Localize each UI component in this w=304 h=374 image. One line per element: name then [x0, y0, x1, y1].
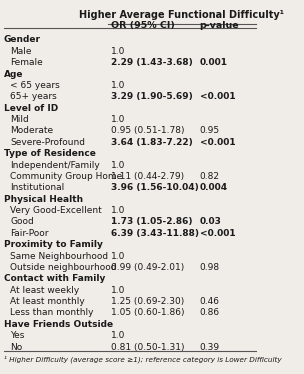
- Text: Male: Male: [10, 47, 32, 56]
- Text: <0.001: <0.001: [200, 138, 235, 147]
- Text: Institutional: Institutional: [10, 183, 65, 192]
- Text: 3.29 (1.90-5.69): 3.29 (1.90-5.69): [111, 92, 192, 101]
- Text: Independent/Family: Independent/Family: [10, 160, 100, 169]
- Text: 1.0: 1.0: [111, 252, 125, 261]
- Text: 0.46: 0.46: [200, 297, 220, 306]
- Text: 0.001: 0.001: [200, 58, 228, 67]
- Text: 1.11 (0.44-2.79): 1.11 (0.44-2.79): [111, 172, 184, 181]
- Text: Fair-Poor: Fair-Poor: [10, 229, 49, 238]
- Text: 0.82: 0.82: [200, 172, 220, 181]
- Text: At least monthly: At least monthly: [10, 297, 85, 306]
- Text: 0.81 (0.50-1.31): 0.81 (0.50-1.31): [111, 343, 184, 352]
- Text: Gender: Gender: [4, 36, 41, 45]
- Text: 0.99 (0.49-2.01): 0.99 (0.49-2.01): [111, 263, 184, 272]
- Text: 1.0: 1.0: [111, 160, 125, 169]
- Text: Moderate: Moderate: [10, 126, 54, 135]
- Text: 0.03: 0.03: [200, 217, 222, 226]
- Text: Yes: Yes: [10, 331, 25, 340]
- Text: Level of ID: Level of ID: [4, 104, 58, 113]
- Text: 0.004: 0.004: [200, 183, 228, 192]
- Text: 1.0: 1.0: [111, 47, 125, 56]
- Text: 6.39 (3.43-11.88): 6.39 (3.43-11.88): [111, 229, 199, 238]
- Text: Female: Female: [10, 58, 43, 67]
- Text: Very Good-Excellent: Very Good-Excellent: [10, 206, 102, 215]
- Text: Higher Average Functional Difficulty¹: Higher Average Functional Difficulty¹: [79, 10, 284, 20]
- Text: <0.001: <0.001: [200, 92, 235, 101]
- Text: 0.95 (0.51-1.78): 0.95 (0.51-1.78): [111, 126, 184, 135]
- Text: 1.0: 1.0: [111, 115, 125, 124]
- Text: p-value: p-value: [200, 21, 239, 30]
- Text: 0.39: 0.39: [200, 343, 220, 352]
- Text: Less than monthly: Less than monthly: [10, 309, 94, 318]
- Text: 1.0: 1.0: [111, 206, 125, 215]
- Text: 0.98: 0.98: [200, 263, 220, 272]
- Text: 2.29 (1.43-3.68): 2.29 (1.43-3.68): [111, 58, 192, 67]
- Text: OR (95% CI): OR (95% CI): [111, 21, 174, 30]
- Text: 1.73 (1.05-2.86): 1.73 (1.05-2.86): [111, 217, 192, 226]
- Text: Community Group Home: Community Group Home: [10, 172, 123, 181]
- Text: 0.86: 0.86: [200, 309, 220, 318]
- Text: 3.96 (1.56-10.04): 3.96 (1.56-10.04): [111, 183, 198, 192]
- Text: Same Neighbourhood: Same Neighbourhood: [10, 252, 109, 261]
- Text: 1.05 (0.60-1.86): 1.05 (0.60-1.86): [111, 309, 184, 318]
- Text: Have Friends Outside: Have Friends Outside: [4, 320, 113, 329]
- Text: 1.0: 1.0: [111, 331, 125, 340]
- Text: ¹ Higher Difficulty (average score ≥1); reference category is Lower Difficulty: ¹ Higher Difficulty (average score ≥1); …: [4, 356, 282, 363]
- Text: At least weekly: At least weekly: [10, 286, 80, 295]
- Text: Physical Health: Physical Health: [4, 195, 83, 204]
- Text: Type of Residence: Type of Residence: [4, 149, 96, 158]
- Text: <0.001: <0.001: [200, 229, 235, 238]
- Text: Mild: Mild: [10, 115, 29, 124]
- Text: Severe-Profound: Severe-Profound: [10, 138, 85, 147]
- Text: 65+ years: 65+ years: [10, 92, 57, 101]
- Text: Age: Age: [4, 70, 23, 79]
- Text: Contact with Family: Contact with Family: [4, 274, 105, 283]
- Text: 3.64 (1.83-7.22): 3.64 (1.83-7.22): [111, 138, 192, 147]
- Text: 1.0: 1.0: [111, 81, 125, 90]
- Text: Proximity to Family: Proximity to Family: [4, 240, 103, 249]
- Text: No: No: [10, 343, 22, 352]
- Text: 1.25 (0.69-2.30): 1.25 (0.69-2.30): [111, 297, 184, 306]
- Text: 0.95: 0.95: [200, 126, 220, 135]
- Text: Outside neighbourhood: Outside neighbourhood: [10, 263, 117, 272]
- Text: 1.0: 1.0: [111, 286, 125, 295]
- Text: < 65 years: < 65 years: [10, 81, 60, 90]
- Text: Good: Good: [10, 217, 34, 226]
